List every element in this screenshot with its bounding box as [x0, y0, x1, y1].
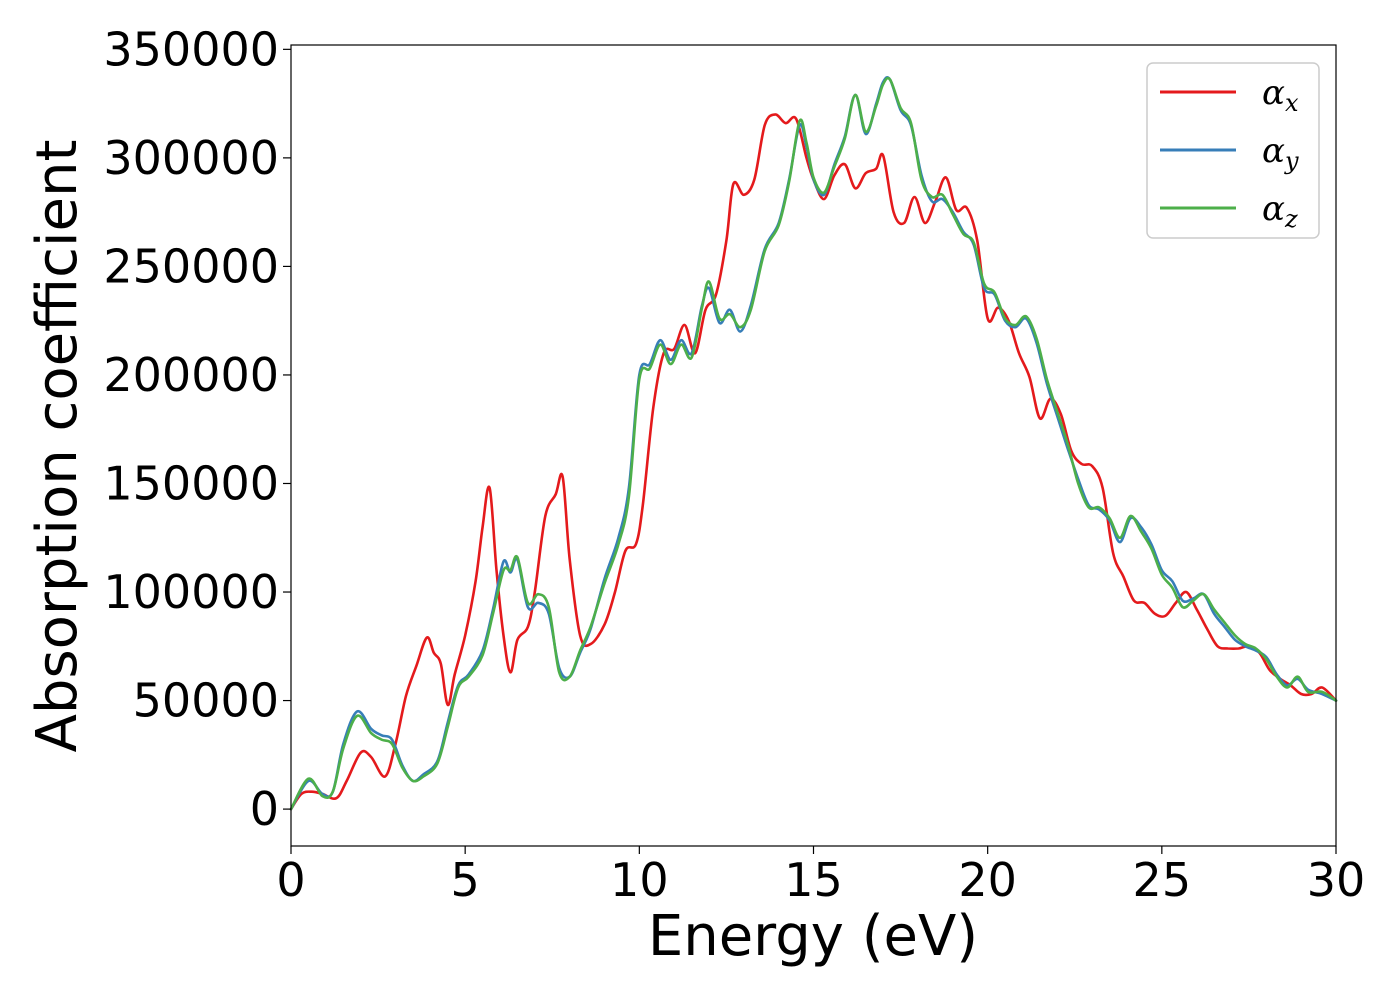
y-tick-label: 300000: [103, 131, 279, 185]
x-tick-label: 0: [276, 853, 305, 907]
x-tick-label: 30: [1307, 853, 1366, 907]
x-tick-label: 15: [784, 853, 843, 907]
y-tick-label: 0: [250, 782, 279, 836]
x-tick-label: 20: [958, 853, 1017, 907]
series-layer: [289, 76, 1338, 811]
x-tick-label: 10: [610, 853, 669, 907]
y-tick-label: 250000: [103, 239, 279, 293]
x-axis-ticks: 0 5 10 15 20 25 30: [276, 846, 1365, 907]
y-axis-ticks: 0 50000 100000 150000 200000 250000 300000 3500…: [103, 22, 291, 836]
y-axis-title: Absorption coefficient: [25, 140, 90, 753]
y-tick-label: 100000: [103, 565, 279, 619]
y-tick-label: 50000: [133, 674, 279, 728]
y-tick-label: 350000: [103, 22, 279, 76]
y-tick-label: 150000: [103, 456, 279, 510]
series-line-z: [289, 76, 1338, 811]
y-tick-label: 200000: [103, 348, 279, 402]
series-line-x: [289, 113, 1338, 811]
x-tick-label: 25: [1133, 853, 1192, 907]
x-tick-label: 5: [451, 853, 480, 907]
x-axis-title: Energy (eV): [648, 904, 978, 969]
legend-label-y: αy: [1262, 131, 1299, 175]
